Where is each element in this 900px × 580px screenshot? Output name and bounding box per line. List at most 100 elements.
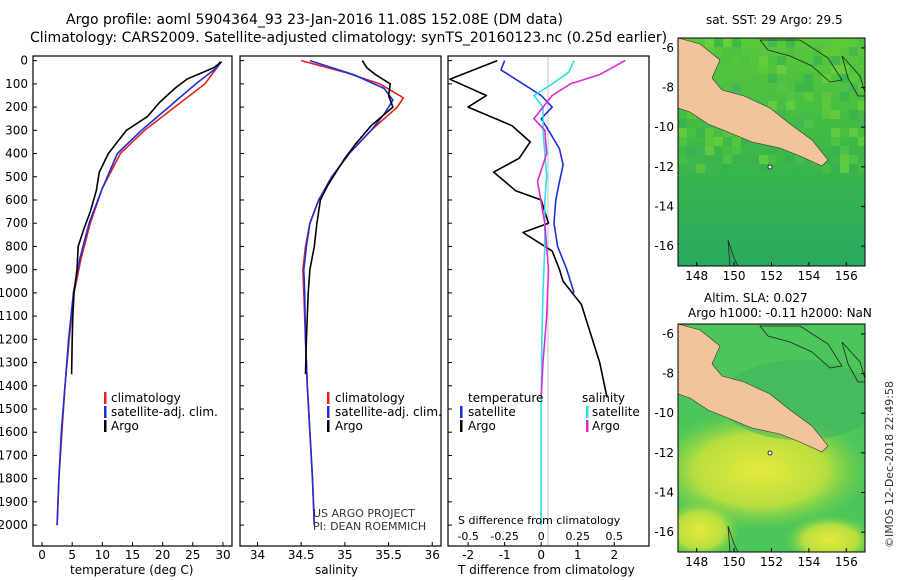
sst-texture-cell — [822, 92, 831, 101]
sst-texture-cell — [813, 56, 822, 65]
depth-tick-label: 900 — [5, 263, 28, 277]
series-t-satellite — [500, 60, 575, 294]
map-x-tick-label: 152 — [760, 269, 783, 283]
sst-texture-cell — [822, 47, 831, 56]
coastline-bougainville — [841, 55, 865, 97]
depth-tick-label: 1500 — [0, 402, 28, 416]
legend-satellite-swatch — [327, 406, 330, 418]
s-difference-axis-title: S difference from climatology — [458, 514, 621, 527]
sst-texture-cell — [768, 101, 777, 110]
sst-texture-cell — [714, 137, 723, 146]
sst-texture-cell — [849, 47, 858, 56]
sst-texture-cell — [840, 101, 849, 110]
map-x-tick-label: 152 — [760, 555, 783, 569]
map-y-tick-label: -10 — [654, 406, 674, 420]
series-t-argo — [448, 59, 608, 398]
map-x-tick-label: 148 — [685, 269, 708, 283]
sst-texture-cell — [777, 83, 786, 92]
series-climatology — [56, 61, 221, 526]
legend-satellite: satellite-adj. clim. — [335, 405, 442, 419]
depth-tick-label: 1000 — [0, 286, 28, 300]
argo-position-marker — [767, 164, 773, 170]
sst-texture-cell — [696, 146, 705, 155]
series-argo — [304, 60, 394, 375]
map-y-tick-label: -8 — [662, 81, 674, 95]
sst-texture-cell — [723, 128, 732, 137]
map-x-tick-label: 148 — [685, 555, 708, 569]
depth-tick-label: 200 — [5, 100, 28, 114]
s-difference-ticks: -0.5 -0.25 0 0.25 0.5 — [457, 530, 623, 543]
legend-argo: Argo — [335, 419, 363, 433]
sst-texture-cell — [696, 128, 705, 137]
legend-t-argo-swatch — [460, 420, 463, 432]
sst-texture-cell — [777, 56, 786, 65]
sst-texture-cell — [768, 56, 777, 65]
sst-texture-cell — [831, 56, 840, 65]
sst-texture-cell — [840, 146, 849, 155]
temperature-profiles — [56, 61, 223, 526]
map-y-tick-label: -6 — [662, 41, 674, 55]
sst-texture-cell — [858, 128, 865, 137]
sst-texture-cell — [687, 110, 696, 119]
sst-texture-cell — [840, 74, 849, 83]
sst-texture-cell — [759, 155, 768, 164]
legend-climatology-swatch — [327, 392, 330, 404]
sst-texture-cell — [687, 146, 696, 155]
legend-s-argo-swatch — [586, 420, 589, 432]
x-tick-label: 15 — [125, 548, 140, 562]
sst-texture-cell — [759, 164, 768, 173]
legend-temperature-title: temperature — [468, 391, 543, 405]
sst-texture-cell — [786, 47, 795, 56]
sla-map-axes: 148 150 152 154 156 -6 -8 -10 -12 -14 -16 — [654, 327, 865, 569]
sst-texture-cell — [840, 38, 849, 47]
map-y-tick-label: -10 — [654, 120, 674, 134]
temperature-legend: climatology satellite-adj. clim. Argo — [104, 391, 218, 433]
sst-texture-cell — [795, 74, 804, 83]
sst-texture-cell — [858, 137, 865, 146]
sst-texture-cell — [777, 65, 786, 74]
depth-tick-label: 400 — [5, 147, 28, 161]
sst-texture-cell — [687, 128, 696, 137]
x-tick-label: 36 — [425, 548, 440, 562]
s-tick-label: 0.25 — [565, 530, 590, 543]
sst-texture-cell — [786, 38, 795, 47]
sst-texture-cell — [840, 65, 849, 74]
legend-climatology: climatology — [335, 391, 405, 405]
sst-texture-cell — [732, 146, 741, 155]
sst-texture-cell — [831, 47, 840, 56]
sst-texture-cell — [831, 38, 840, 47]
x-tick-label: 0 — [38, 548, 46, 562]
sst-texture-cell — [804, 119, 813, 128]
s-tick-label: -0.5 — [457, 530, 478, 543]
sst-texture-cell — [705, 146, 714, 155]
sst-texture-cell — [714, 38, 723, 47]
sst-texture-cell — [795, 155, 804, 164]
sst-texture-cell — [759, 56, 768, 65]
land-new-guinea — [678, 38, 829, 167]
sst-texture-cell — [813, 38, 822, 47]
sst-texture-cell — [678, 128, 687, 137]
sla-high-anomaly — [785, 515, 865, 552]
sst-texture-cell — [723, 38, 732, 47]
sst-texture-cell — [840, 128, 849, 137]
series-satellite-adj-clim- — [56, 61, 222, 526]
map-x-tick-label: 156 — [835, 269, 858, 283]
sst-texture-cell — [849, 128, 858, 137]
depth-tick-label: 700 — [5, 216, 28, 230]
depth-tick-label: 1100 — [0, 309, 28, 323]
sst-texture-cell — [795, 83, 804, 92]
map-y-tick-label: -16 — [654, 239, 674, 253]
sst-map-title: sat. SST: 29 Argo: 29.5 — [706, 13, 843, 27]
sst-texture-cell — [822, 110, 831, 119]
depth-tick-label: 300 — [5, 123, 28, 137]
sst-texture-cell — [723, 47, 732, 56]
legend-t-argo: Argo — [468, 419, 496, 433]
difference-panel-frame — [447, 55, 650, 547]
sst-texture-cell — [732, 83, 741, 92]
depth-tick-label: 500 — [5, 170, 28, 184]
depth-tick-label: 2000 — [0, 518, 28, 532]
sst-texture-cell — [786, 92, 795, 101]
salinity-profiles — [300, 59, 405, 526]
salinity-axis-label: salinity — [315, 563, 358, 577]
